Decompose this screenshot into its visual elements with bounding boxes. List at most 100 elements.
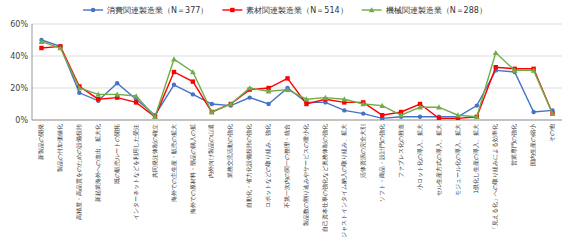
marker	[171, 56, 177, 61]
x-tick-label: セル生産方式の導入、拡大	[435, 124, 442, 196]
marker	[341, 96, 347, 101]
marker	[115, 81, 119, 85]
marker	[133, 93, 139, 98]
marker	[304, 102, 308, 106]
x-tick-label: ジャストインタイム納入の取り組み、拡大	[340, 124, 347, 238]
marker	[210, 102, 214, 106]
marker	[494, 65, 498, 69]
legend-item: 機械関連製造業（N＝288）	[362, 6, 487, 15]
x-tick-label: 共同発注体制の確立	[151, 124, 158, 178]
marker	[418, 115, 422, 119]
marker	[39, 39, 45, 44]
series-line	[41, 46, 552, 118]
marker	[361, 111, 365, 115]
grid-line	[32, 56, 562, 57]
marker	[172, 70, 176, 74]
marker	[531, 110, 535, 114]
marker	[39, 46, 43, 50]
marker	[474, 114, 480, 119]
series	[39, 39, 556, 119]
marker	[77, 91, 81, 95]
x-tick-label: 業務交流活動の強化	[226, 124, 233, 178]
y-tick-label: 40%	[10, 52, 28, 61]
x-tick-label: 営業専門の強化	[510, 124, 517, 166]
legend-marker	[230, 8, 234, 12]
x-tick-label: 「見える化」への取り組みによる効率化	[491, 124, 498, 232]
marker	[436, 104, 442, 109]
marker	[96, 97, 100, 101]
series-line	[41, 40, 552, 118]
marker	[550, 111, 556, 116]
marker	[58, 45, 64, 50]
x-tick-label: 不第一次内の関一の整理・統合	[283, 124, 290, 208]
marker	[152, 114, 158, 119]
marker	[172, 83, 176, 87]
legend-item: 素材関連製造業（N＝514）	[222, 6, 347, 15]
marker	[304, 96, 310, 101]
x-tick-label: 内外向け製品の山遣	[207, 124, 215, 178]
marker	[285, 76, 289, 80]
marker	[380, 113, 384, 117]
marker	[191, 79, 195, 83]
data	[39, 38, 556, 120]
marker	[342, 108, 346, 112]
marker	[323, 95, 329, 100]
x-tick-label: インターネットなどを利用した受注	[132, 124, 140, 220]
legend-label: 機械関連製造業（N＝288）	[386, 6, 487, 15]
legend-label: 消費関連製造業（N＝377）	[107, 6, 208, 15]
marker	[210, 110, 214, 114]
x-tick-label: 高精度・高品質をのための設備投賄	[75, 124, 83, 220]
x-tick-label: ロボットなどの取り組み、強化	[264, 124, 272, 208]
y-tick-label: 60%	[10, 20, 28, 29]
x-axis	[32, 120, 562, 121]
series	[39, 44, 554, 120]
legend-marker	[369, 7, 375, 12]
legend: 消費関連製造業（N＝377） 素材関連製造業（N＝514） 機械関連製造業（N＝28…	[83, 6, 487, 15]
marker	[398, 112, 404, 117]
x-tick-label: 1倶化し生産の導入、拡大	[472, 124, 479, 194]
x-tick-label: 海外での原材料・部品の購入の拡	[189, 124, 196, 214]
marker	[379, 103, 385, 108]
marker	[417, 104, 423, 109]
x-tick-label: モジュール化の導入、拡大	[454, 124, 461, 196]
grid-line	[32, 120, 562, 121]
marker	[266, 102, 270, 106]
x-tick-label: 製品数の割り辿みやサービスの噯小化	[302, 124, 309, 226]
marker	[437, 116, 441, 120]
y-tick-label: 0%	[15, 116, 28, 125]
marker	[512, 68, 518, 73]
marker	[114, 92, 120, 97]
x-tick-label: 新製品の開発	[37, 124, 44, 160]
marker	[531, 68, 537, 73]
marker	[285, 87, 291, 92]
marker	[134, 100, 138, 104]
marker	[360, 101, 366, 106]
x-tick-label: 自動化・省力化設備投賄の強化	[245, 124, 252, 208]
marker	[190, 69, 196, 74]
marker	[266, 88, 272, 93]
x-tick-label: 既の販売ルートの開拓	[113, 124, 120, 184]
marker	[76, 85, 82, 90]
marker	[493, 50, 499, 55]
grid-line	[32, 24, 562, 25]
legend-label: 素材関連製造業（N＝514）	[246, 6, 347, 15]
x-tick-label: 新起業海外への進出、拡大化	[94, 124, 101, 202]
marker	[550, 111, 554, 115]
x-tick-label: その他	[548, 124, 556, 142]
x-tick-label: 海外での主生産・販売の拡大	[170, 124, 177, 202]
x-tick-label: 活体資源の完全大別	[359, 124, 367, 178]
marker	[209, 109, 215, 114]
marker	[247, 85, 253, 90]
x-tick-labels: 新製品の開発 製品の付加価値化 高精度・高品質をのための設備投賄 新起業海外への進出、…	[37, 124, 556, 238]
marker	[455, 112, 461, 117]
x-tick-label: 自己資本仕事の強化など奥務体制の強化	[321, 124, 329, 232]
series	[39, 38, 554, 120]
marker	[475, 115, 479, 119]
legend-marker	[91, 8, 95, 12]
marker	[247, 95, 251, 99]
series-line	[41, 42, 552, 117]
marker	[191, 92, 195, 96]
marker	[95, 92, 101, 97]
y-tick-label: 20%	[10, 84, 28, 93]
x-tick-label: 製品の付加価値化	[56, 124, 63, 172]
